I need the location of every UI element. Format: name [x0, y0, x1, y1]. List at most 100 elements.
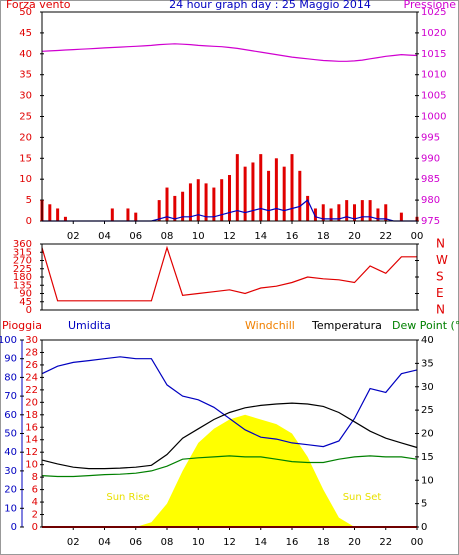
- bar: [181, 191, 185, 221]
- bar: [48, 204, 52, 221]
- sun-area: [42, 414, 417, 527]
- y-tick-label: 180: [13, 272, 32, 283]
- y-tick-label: 20: [421, 429, 434, 440]
- y-tick-label: 0: [32, 522, 38, 533]
- bar: [321, 204, 325, 221]
- bar: [56, 208, 60, 221]
- x-tick-label: 04: [98, 231, 111, 242]
- y-tick-label: 20: [19, 132, 32, 143]
- y-tick-label: 5: [421, 499, 427, 510]
- y-tick-label: 30: [4, 466, 17, 477]
- y-tick-label: 16: [25, 422, 38, 433]
- panel: 0510152025303540455097598098599099510001…: [19, 7, 446, 242]
- x-tick-label: 08: [161, 537, 174, 548]
- legend-windchill: Windchill: [245, 319, 295, 332]
- y-tick-label: 60: [4, 410, 17, 421]
- y-tick-label: 90: [19, 289, 32, 300]
- bar: [110, 208, 114, 221]
- x-tick-label: 06: [129, 537, 142, 548]
- y-tick-label: 1020: [421, 28, 446, 39]
- y-tick-label: 45: [19, 297, 32, 308]
- pressure-label: Pressione: [404, 0, 457, 11]
- y-tick-label: 10: [25, 460, 38, 471]
- y-tick-label: 990: [421, 153, 440, 164]
- y-tick-label: 1000: [421, 112, 446, 123]
- x-tick-label: 06: [129, 231, 142, 242]
- y-tick-label: 70: [4, 391, 17, 402]
- y-tick-label: 0: [421, 522, 427, 533]
- bar: [188, 183, 192, 221]
- bar: [353, 204, 356, 221]
- y-tick-label: 15: [421, 452, 434, 463]
- y-tick-label: 22: [25, 385, 38, 396]
- bar: [134, 212, 138, 221]
- legend-rain: Pioggia: [2, 319, 42, 332]
- y-tick-label: 8: [32, 472, 38, 483]
- y-tick-label: 5: [26, 195, 32, 206]
- bar: [306, 195, 310, 221]
- panel: 0102030405060708090100024681012141618202…: [0, 335, 434, 548]
- x-tick-label: 10: [192, 537, 205, 548]
- legend-temperature: Temperatura: [311, 319, 382, 332]
- y-tick-label: 975: [421, 216, 440, 227]
- x-tick-label: 00: [411, 231, 424, 242]
- bar: [259, 154, 263, 221]
- series-line: [41, 245, 417, 302]
- bar: [212, 187, 216, 221]
- y-tick-label: 0: [11, 522, 17, 533]
- y-tick-label: 1015: [421, 49, 446, 60]
- bar: [267, 170, 271, 221]
- y-tick-label: 20: [4, 485, 17, 496]
- y-tick-label: 1025: [421, 7, 446, 18]
- bar: [384, 204, 388, 221]
- x-tick-label: 02: [67, 537, 80, 548]
- y-tick-label: 18: [25, 410, 38, 421]
- y-tick-label: 25: [421, 405, 434, 416]
- series-line: [41, 43, 418, 62]
- y-tick-label: 980: [421, 195, 440, 206]
- bar: [282, 166, 286, 221]
- y-tick-label: 14: [25, 435, 38, 446]
- x-tick-label: 10: [192, 231, 205, 242]
- series-line: [41, 402, 418, 470]
- y-tick-label: 28: [25, 347, 38, 358]
- y-tick-label: 10: [19, 174, 32, 185]
- y-tick-label: 40: [421, 335, 434, 346]
- y-tick-label: 100: [0, 335, 17, 346]
- y-tick-label: E: [436, 286, 444, 300]
- bar: [165, 187, 169, 221]
- legend-dewpoint: Dew Point (°C: [392, 319, 459, 332]
- y-tick-label: 1005: [421, 91, 446, 102]
- legend-humidity: Umidita: [68, 319, 111, 332]
- x-tick-label: 18: [317, 231, 330, 242]
- x-tick-label: 22: [379, 231, 392, 242]
- annotation: Sun Rise: [106, 492, 149, 503]
- bar: [290, 154, 294, 221]
- bar: [313, 208, 317, 221]
- y-tick-label: 26: [25, 360, 38, 371]
- y-tick-label: 1010: [421, 70, 446, 81]
- x-tick-label: 00: [411, 537, 424, 548]
- y-tick-label: 35: [421, 358, 434, 369]
- bar: [376, 208, 380, 221]
- y-tick-label: 985: [421, 174, 440, 185]
- y-tick-label: 995: [421, 132, 440, 143]
- x-tick-label: 20: [348, 537, 361, 548]
- y-tick-label: N: [436, 303, 445, 317]
- y-tick-label: 90: [4, 354, 17, 365]
- y-tick-label: 4: [32, 497, 38, 508]
- y-tick-label: 40: [19, 49, 32, 60]
- bar: [251, 162, 255, 221]
- y-tick-label: 6: [32, 485, 38, 496]
- y-tick-label: 24: [25, 372, 38, 383]
- y-tick-label: 270: [13, 256, 32, 267]
- y-tick-label: 45: [19, 28, 32, 39]
- x-tick-label: 14: [254, 231, 267, 242]
- x-tick-label: 22: [379, 537, 392, 548]
- x-tick-label: 16: [286, 537, 299, 548]
- bar: [298, 170, 302, 221]
- bar: [368, 200, 372, 221]
- y-tick-label: 225: [13, 264, 32, 275]
- bar: [235, 154, 239, 221]
- x-tick-label: 12: [223, 231, 236, 242]
